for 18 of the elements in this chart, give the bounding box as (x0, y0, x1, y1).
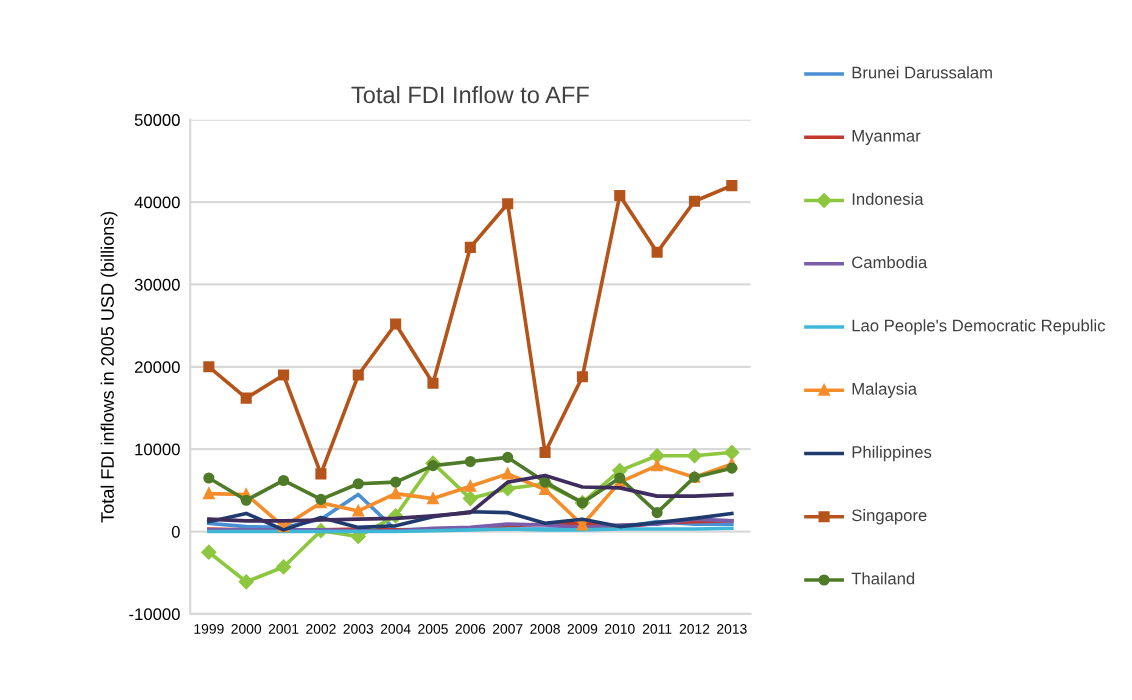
y-tick-label: -10000 (129, 608, 180, 621)
legend-label: Cambodia (852, 255, 928, 269)
legend-label: Singapore (852, 508, 927, 525)
legend-label: Malaysia (852, 382, 918, 399)
y-tick-label: 10000 (135, 443, 180, 456)
y-tick-label: 30000 (134, 278, 180, 291)
y-tick-label: 40000 (134, 196, 180, 209)
legend-label: Philippines (852, 445, 932, 462)
legend-label: Thailand (851, 572, 915, 585)
legend-label: Brunei Darussalam (852, 66, 992, 79)
y-axis-title: Total FDI inflows in 2005 USD (billions) (100, 211, 118, 523)
y-tick-label: 50000 (134, 114, 180, 126)
chart-title: Total FDI Inflow to AFF (351, 85, 589, 104)
legend-label: Myanmar (852, 130, 921, 146)
y-tick-label: 0 (171, 525, 180, 538)
legend-label: Lao People's Democratic Republic (852, 319, 1106, 335)
y-tick-label: 20000 (134, 361, 180, 373)
legend-label: Indonesia (852, 192, 924, 205)
